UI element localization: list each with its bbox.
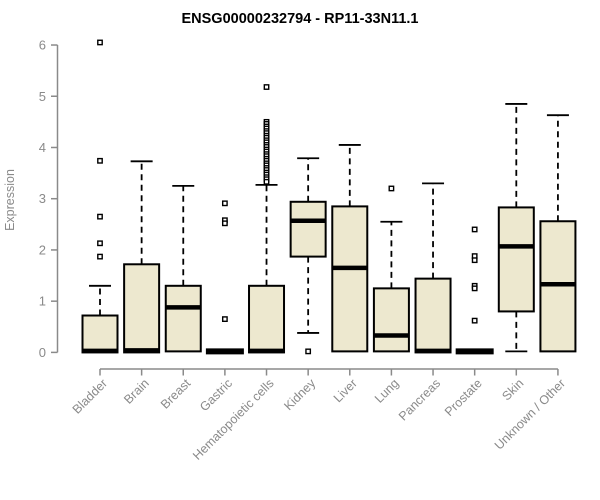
chart-title: ENSG00000232794 - RP11-33N11.1 — [181, 11, 418, 27]
y-axis-tick-label: 6 — [39, 38, 46, 53]
outlier-point — [97, 240, 103, 247]
box-bladder — [81, 314, 119, 354]
box-liver — [331, 205, 369, 353]
boxplot-gastric — [205, 200, 244, 355]
boxplot-unknown-other — [539, 114, 577, 353]
flat-box-gastric — [205, 348, 244, 355]
boxplot-pancreas — [414, 182, 452, 354]
outlier-point — [221, 220, 228, 227]
outlier-point — [471, 285, 478, 292]
x-axis-label-hematopoietic-cells: Hematopoietic cells — [190, 376, 277, 463]
box-pancreas — [414, 277, 452, 354]
box-brain — [123, 263, 161, 354]
flat-box-prostate — [455, 348, 494, 355]
x-axis-label-skin: Skin — [499, 376, 526, 403]
outlier-point — [97, 253, 103, 260]
y-axis-tick-label: 4 — [39, 140, 46, 155]
x-axis-label-unknown-other: Unknown / Other — [492, 376, 568, 452]
boxplot-bladder — [81, 39, 119, 354]
boxplot-liver — [331, 144, 369, 353]
outlier-point — [471, 257, 478, 264]
boxplot-brain — [123, 160, 161, 354]
boxplot-prostate — [455, 226, 494, 355]
x-axis-label-gastric: Gastric — [197, 376, 235, 414]
outlier-point — [97, 157, 103, 164]
x-axis-label-breast: Breast — [158, 376, 194, 412]
box-breast — [164, 284, 202, 353]
box-kidney — [289, 200, 327, 258]
outlier-point — [471, 226, 478, 233]
outlier-point — [221, 200, 228, 207]
y-axis-tick-label: 2 — [39, 242, 46, 257]
boxplot-hematopoietic-cells — [248, 84, 286, 354]
outlier-point — [305, 348, 312, 355]
box-skin — [497, 206, 535, 313]
x-axis-label-bladder: Bladder — [70, 376, 110, 416]
y-axis-tick-label: 3 — [39, 191, 46, 206]
box-hematopoietic-cells — [248, 284, 286, 354]
x-axis-label-prostate: Prostate — [442, 376, 485, 419]
box-lung — [372, 287, 410, 353]
outlier-point — [263, 84, 270, 90]
outlier-point — [97, 213, 103, 220]
boxplot-lung — [372, 185, 410, 353]
outlier-point — [263, 178, 270, 185]
boxplot-breast — [164, 185, 202, 353]
outlier-point — [221, 316, 228, 323]
y-axis-title: Expression — [3, 169, 17, 231]
y-axis-tick-label: 0 — [39, 345, 46, 360]
x-axis-label-brain: Brain — [121, 376, 152, 407]
outlier-point — [471, 317, 478, 324]
y-axis-tick-label: 5 — [39, 89, 46, 104]
outlier-point — [97, 39, 103, 46]
boxplot-skin — [497, 103, 535, 353]
x-axis-label-liver: Liver — [331, 376, 360, 405]
x-axis-label-lung: Lung — [372, 376, 402, 406]
y-axis-tick-label: 1 — [39, 294, 46, 309]
x-axis-label-pancreas: Pancreas — [396, 376, 443, 423]
boxplot-kidney — [289, 157, 327, 355]
x-axis-label-kidney: Kidney — [281, 376, 318, 413]
outlier-point — [388, 185, 395, 192]
